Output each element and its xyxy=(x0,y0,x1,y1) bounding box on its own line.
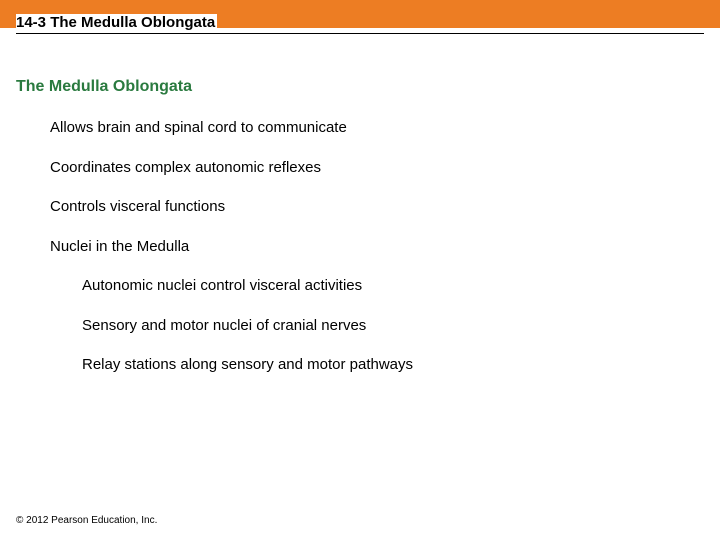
section-title: The Medulla Oblongata xyxy=(16,78,704,96)
bullet-l1: Allows brain and spinal cord to communic… xyxy=(50,118,704,138)
footer-copyright: © 2012 Pearson Education, Inc. xyxy=(16,515,157,526)
bullet-l2: Sensory and motor nuclei of cranial nerv… xyxy=(82,316,704,336)
header-title: 14-3 The Medulla Oblongata xyxy=(16,14,217,31)
bullet-l1: Controls visceral functions xyxy=(50,197,704,217)
content-area: The Medulla Oblongata Allows brain and s… xyxy=(0,28,720,375)
bullet-l2: Autonomic nuclei control visceral activi… xyxy=(82,276,704,296)
header-underline xyxy=(16,33,704,34)
bullet-l1: Nuclei in the Medulla xyxy=(50,237,704,257)
bullet-l2: Relay stations along sensory and motor p… xyxy=(82,355,704,375)
bullet-l1: Coordinates complex autonomic reflexes xyxy=(50,158,704,178)
